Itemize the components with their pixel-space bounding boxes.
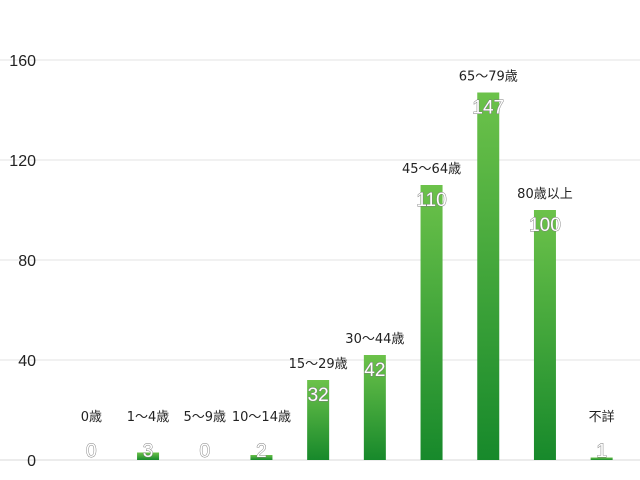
bar (307, 380, 330, 460)
value-label: 2 (256, 441, 267, 462)
value-label: 100 (529, 215, 561, 236)
bar (477, 92, 500, 460)
category-label: 5〜9歳 (183, 410, 226, 425)
category-label: 15〜29歳 (289, 357, 348, 372)
value-label: 0 (86, 441, 97, 462)
value-label: 3 (143, 441, 154, 462)
category-label: 10〜14歳 (232, 410, 291, 425)
category-label: 45〜64歳 (402, 162, 461, 177)
category-label: 0歳 (81, 410, 102, 425)
value-label: 0 (199, 441, 210, 462)
y-tick-label: 120 (9, 153, 36, 170)
gridlines (0, 59, 640, 461)
bar (533, 210, 556, 460)
value-label: 147 (472, 98, 504, 119)
bar (137, 452, 160, 460)
category-label: 65〜79歳 (459, 70, 518, 85)
bar-labels: 0歳 0 1〜4歳 3 5〜9歳 0 10〜14歳 2 15〜29歳 32 30〜44歳 42 45〜6… (81, 70, 615, 463)
y-axis-ticks: 0 40 80 120 160 (9, 53, 36, 470)
y-tick-label: 40 (18, 353, 36, 370)
category-label: 80歳以上 (517, 187, 573, 202)
y-tick-label: 160 (9, 53, 36, 70)
value-label: 1 (596, 441, 607, 462)
value-label: 110 (416, 190, 446, 211)
bar (420, 185, 443, 460)
category-label: 不詳 (589, 409, 615, 425)
category-label: 1〜4歳 (127, 410, 170, 425)
category-label: 30〜44歳 (345, 332, 404, 347)
bar (250, 455, 273, 460)
value-label: 32 (308, 385, 329, 406)
y-tick-label: 0 (27, 453, 36, 470)
bar (590, 457, 613, 460)
y-tick-label: 80 (18, 253, 36, 270)
bar (363, 355, 386, 460)
bars (137, 92, 613, 460)
value-label: 42 (364, 360, 385, 381)
